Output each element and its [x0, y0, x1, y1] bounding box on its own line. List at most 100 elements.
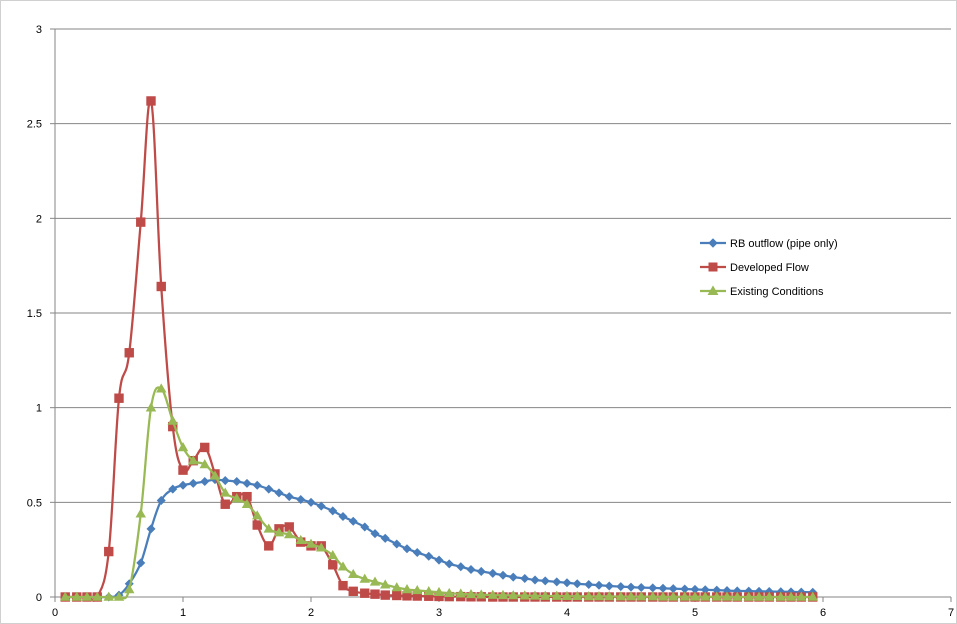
- data-point-existing-conditions-50: [593, 591, 605, 601]
- data-point-rb-outflow-pipe-only-22: [296, 494, 306, 505]
- data-point-rb-outflow-pipe-only-32: [402, 544, 412, 554]
- data-point-rb-outflow-pipe-only-36: [444, 559, 454, 569]
- data-point-developed-flow-19: [264, 541, 274, 551]
- data-point-rb-outflow-pipe-only-20: [274, 488, 284, 498]
- data-point-existing-conditions-30: [380, 579, 391, 589]
- series-rb-outflow-pipe-only: [60, 475, 818, 602]
- data-point-rb-outflow-pipe-only-51: [604, 581, 614, 591]
- data-point-existing-conditions-46: [551, 590, 562, 600]
- data-point-rb-outflow-pipe-only-19: [264, 484, 274, 494]
- series-existing-conditions: [60, 383, 818, 601]
- data-point-developed-flow-11: [178, 465, 188, 475]
- data-point-developed-flow-29: [370, 589, 380, 599]
- data-point-existing-conditions-42: [508, 590, 519, 600]
- data-point-existing-conditions-66: [764, 591, 775, 601]
- data-point-developed-flow-5: [114, 393, 124, 403]
- data-point-existing-conditions-60: [700, 591, 711, 601]
- data-point-existing-conditions-36: [444, 587, 455, 597]
- y-tick-label-1: 0.5: [27, 497, 42, 509]
- legend-entry-rb-outflow-pipe-only: RB outflow (pipe only): [700, 238, 838, 250]
- data-point-rb-outflow-pipe-only-33: [412, 547, 422, 558]
- x-tick-label-4: 4: [564, 607, 570, 619]
- legend-entry-existing-conditions: Existing Conditions: [700, 285, 824, 298]
- legend-marker-2: [707, 285, 719, 295]
- data-point-developed-flow-26: [338, 580, 348, 591]
- data-point-developed-flow-31: [392, 590, 402, 601]
- legend-marker-0: [708, 238, 718, 248]
- data-point-existing-conditions-22: [295, 534, 306, 544]
- data-point-existing-conditions-41: [497, 589, 509, 600]
- data-point-existing-conditions-32: [401, 584, 413, 594]
- data-point-rb-outflow-pipe-only-37: [456, 562, 466, 572]
- data-point-rb-outflow-pipe-only-17: [242, 478, 252, 488]
- data-point-rb-outflow-pipe-only-28: [360, 522, 370, 532]
- data-point-rb-outflow-pipe-only-24: [316, 501, 326, 511]
- legend-label-2: Existing Conditions: [730, 286, 824, 298]
- data-point-existing-conditions-49: [583, 591, 594, 601]
- data-point-existing-conditions-61: [711, 591, 722, 601]
- legend-label-1: Developed Flow: [730, 262, 809, 274]
- data-point-rb-outflow-pipe-only-31: [392, 539, 402, 549]
- data-point-rb-outflow-pipe-only-26: [338, 512, 348, 522]
- data-point-rb-outflow-pipe-only-34: [424, 551, 434, 561]
- data-point-developed-flow-4: [104, 546, 114, 557]
- x-tick-label-3: 3: [436, 607, 442, 619]
- data-point-developed-flow-13: [200, 442, 210, 453]
- data-point-existing-conditions-47: [561, 590, 573, 601]
- data-point-existing-conditions-37: [455, 588, 466, 598]
- y-tick-label-5: 2.5: [27, 119, 42, 131]
- data-point-rb-outflow-pipe-only-12: [188, 478, 198, 488]
- y-tick-label-6: 3: [36, 24, 42, 36]
- data-point-existing-conditions-45: [540, 590, 551, 600]
- data-point-existing-conditions-55: [647, 591, 658, 601]
- data-point-existing-conditions-29: [369, 576, 381, 586]
- data-point-rb-outflow-pipe-only-46: [552, 577, 562, 587]
- data-point-existing-conditions-68: [785, 591, 797, 601]
- data-point-rb-outflow-pipe-only-41: [498, 570, 508, 580]
- data-point-rb-outflow-pipe-only-23: [306, 497, 316, 507]
- data-point-developed-flow-8: [146, 96, 156, 106]
- data-point-existing-conditions-9: [156, 383, 167, 393]
- data-point-existing-conditions-0: [60, 591, 71, 601]
- data-point-existing-conditions-7: [135, 508, 146, 518]
- data-point-existing-conditions-18: [252, 510, 263, 520]
- data-point-existing-conditions-10: [167, 415, 178, 425]
- data-point-existing-conditions-21: [284, 529, 295, 539]
- data-point-developed-flow-7: [136, 217, 146, 227]
- data-point-existing-conditions-63: [732, 591, 743, 601]
- data-point-rb-outflow-pipe-only-39: [476, 566, 486, 576]
- data-point-rb-outflow-pipe-only-35: [434, 555, 444, 565]
- data-point-existing-conditions-58: [679, 591, 690, 601]
- data-point-rb-outflow-pipe-only-11: [178, 480, 188, 490]
- data-point-rb-outflow-pipe-only-50: [594, 580, 604, 590]
- data-point-rb-outflow-pipe-only-52: [616, 582, 626, 592]
- data-point-developed-flow-27: [348, 586, 358, 597]
- gridlines: [55, 28, 951, 503]
- data-point-existing-conditions-70: [807, 591, 818, 601]
- data-point-existing-conditions-34: [423, 585, 434, 596]
- legend-entry-developed-flow: Developed Flow: [700, 262, 809, 274]
- x-tick-label-0: 0: [52, 607, 58, 619]
- data-point-existing-conditions-11: [177, 442, 189, 452]
- y-tick-label-3: 1.5: [27, 308, 42, 320]
- data-point-existing-conditions-54: [636, 591, 647, 601]
- x-tick-label-5: 5: [692, 607, 698, 619]
- x-tick-label-1: 1: [180, 607, 186, 619]
- data-point-existing-conditions-20: [273, 527, 285, 537]
- data-point-existing-conditions-14: [209, 470, 221, 480]
- data-point-existing-conditions-13: [199, 459, 210, 469]
- data-point-existing-conditions-57: [668, 591, 679, 601]
- data-point-existing-conditions-1: [71, 591, 82, 601]
- data-point-existing-conditions-53: [625, 591, 637, 601]
- data-point-existing-conditions-35: [433, 586, 445, 597]
- data-point-developed-flow-18: [252, 520, 262, 530]
- data-point-existing-conditions-64: [743, 591, 754, 601]
- y-tick-label-2: 1: [36, 403, 42, 415]
- data-point-existing-conditions-23: [305, 538, 317, 548]
- data-point-existing-conditions-52: [615, 591, 626, 601]
- legend-label-0: RB outflow (pipe only): [730, 238, 838, 250]
- data-point-rb-outflow-pipe-only-13: [200, 476, 210, 487]
- legend-marker-1: [708, 262, 718, 272]
